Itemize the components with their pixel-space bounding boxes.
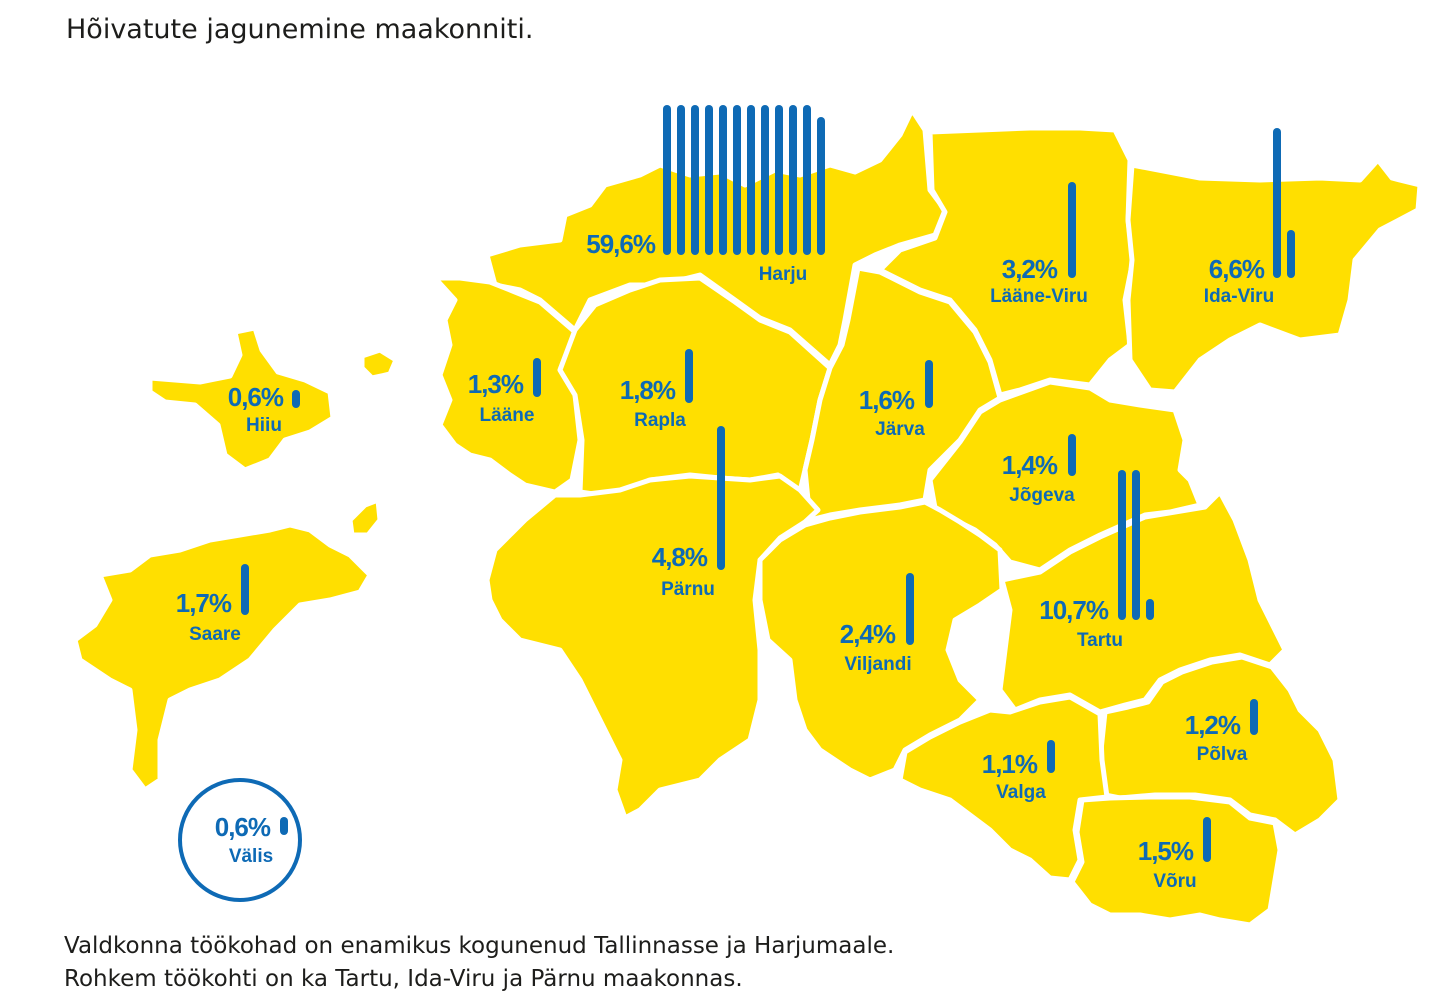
bar-polva-1 <box>1250 699 1258 735</box>
bar-harju-7 <box>747 105 755 255</box>
bar-harju-5 <box>719 105 727 255</box>
region-name-hiiu: Hiiu <box>246 415 282 436</box>
region-shape-viljandi <box>757 499 1005 783</box>
abroad-circle <box>178 778 302 902</box>
bar-tartu-1 <box>1118 470 1126 620</box>
value-label-jarva: 1,6% <box>859 385 915 415</box>
bar-parnu-1 <box>717 426 725 570</box>
bar-valis-1 <box>280 817 288 835</box>
value-label-valga: 1,1% <box>982 749 1038 779</box>
bar-laane-viru-1 <box>1068 182 1076 278</box>
bar-voru-1 <box>1203 817 1211 862</box>
region-name-polva: Põlva <box>1197 744 1248 765</box>
bar-harju-4 <box>705 105 713 255</box>
region-name-viljandi: Viljandi <box>844 654 911 675</box>
bar-ida-viru-1 <box>1273 128 1281 278</box>
value-label-jogeva: 1,4% <box>1002 450 1058 480</box>
value-label-saare: 1,7% <box>176 588 232 618</box>
region-shape-parnu <box>484 473 821 821</box>
region-name-ida-viru: Ida-Viru <box>1204 286 1274 307</box>
bar-rapla-1 <box>685 349 693 403</box>
region-shape-saare-islet <box>347 497 383 538</box>
map-title: Hõivatute jagunemine maakonniti. <box>66 14 534 45</box>
bar-tartu-3 <box>1146 599 1154 620</box>
region-name-voru: Võru <box>1153 871 1196 892</box>
region-shape-voru <box>1069 794 1283 928</box>
value-label-polva: 1,2% <box>1185 710 1241 740</box>
footnote: Valdkonna töökohad on enamikus kogunenud… <box>64 930 894 996</box>
bar-harju-11 <box>803 105 811 255</box>
bar-harju-6 <box>733 105 741 255</box>
bar-saare-1 <box>241 564 249 615</box>
region-name-harju: Harju <box>759 264 808 285</box>
footnote-line-1: Valdkonna töökohad on enamikus kogunenud… <box>64 933 895 959</box>
bar-harju-1 <box>663 105 671 255</box>
bar-hiiu-1 <box>292 390 300 408</box>
bar-harju-2 <box>677 105 685 255</box>
bar-jogeva-1 <box>1068 434 1076 476</box>
value-label-tartu: 10,7% <box>1039 595 1109 625</box>
region-name-valis: Välis <box>229 846 273 867</box>
bar-viljandi-1 <box>906 573 914 645</box>
value-label-viljandi: 2,4% <box>840 619 896 649</box>
region-name-laane: Lääne <box>480 405 535 426</box>
region-name-saare: Saare <box>189 624 241 645</box>
region-shape-laane <box>432 275 583 495</box>
bar-harju-8 <box>761 105 769 255</box>
value-label-laane-viru: 3,2% <box>1002 254 1058 284</box>
region-shape-saare <box>72 522 373 793</box>
value-label-ida-viru: 6,6% <box>1209 254 1265 284</box>
region-name-tartu: Tartu <box>1077 630 1123 651</box>
value-label-rapla: 1,8% <box>620 375 676 405</box>
value-label-parnu: 4,8% <box>652 542 708 572</box>
value-label-voru: 1,5% <box>1138 836 1194 866</box>
region-shape-hiiu-islet <box>359 347 399 381</box>
value-label-harju: 59,6% <box>586 229 656 259</box>
bar-ida-viru-2 <box>1287 230 1295 278</box>
value-label-laane: 1,3% <box>468 369 524 399</box>
bar-tartu-2 <box>1132 470 1140 620</box>
region-name-rapla: Rapla <box>634 410 686 431</box>
region-name-parnu: Pärnu <box>661 579 715 600</box>
bar-laane-1 <box>533 358 541 397</box>
region-name-valga: Valga <box>996 782 1046 803</box>
value-label-valis: 0,6% <box>215 812 271 842</box>
value-label-hiiu: 0,6% <box>228 382 284 412</box>
bar-harju-10 <box>789 105 797 255</box>
region-shape-hiiu <box>147 325 336 473</box>
bar-jarva-1 <box>925 360 933 408</box>
bar-valga-1 <box>1047 740 1055 773</box>
bar-harju-9 <box>775 105 783 255</box>
footnote-line-2: Rohkem töökohti on ka Tartu, Ida-Viru ja… <box>64 966 743 992</box>
region-name-jogeva: Jõgeva <box>1009 485 1075 506</box>
region-name-jarva: Järva <box>875 419 925 440</box>
bar-harju-12 <box>817 117 825 255</box>
region-name-laane-viru: Lääne-Viru <box>990 286 1088 307</box>
bar-harju-3 <box>691 105 699 255</box>
